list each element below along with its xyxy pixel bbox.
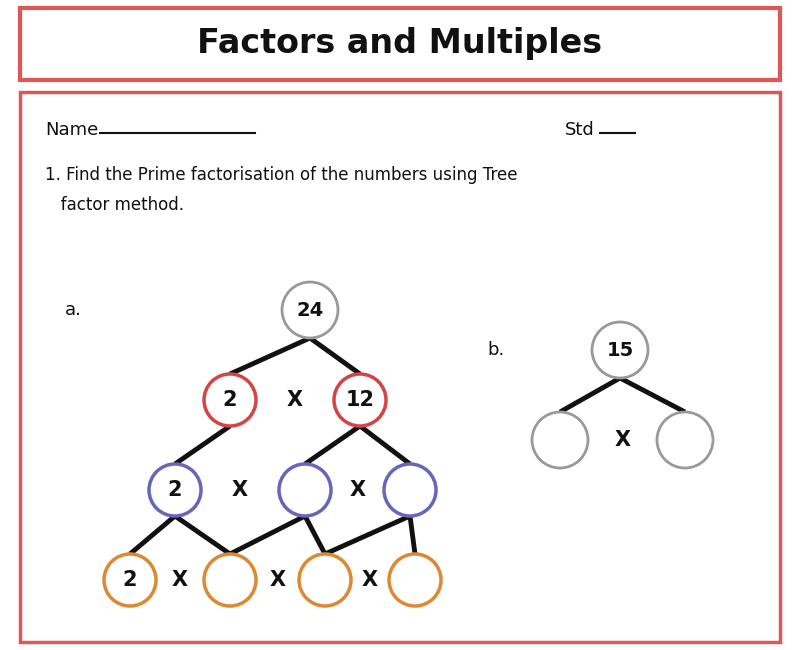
Text: 2: 2	[222, 390, 238, 410]
Text: 15: 15	[606, 341, 634, 359]
Text: X: X	[172, 570, 188, 590]
Text: b.: b.	[487, 341, 504, 359]
Circle shape	[149, 464, 201, 516]
Circle shape	[592, 322, 648, 378]
Circle shape	[104, 554, 156, 606]
Circle shape	[282, 282, 338, 338]
FancyBboxPatch shape	[20, 92, 780, 642]
Circle shape	[299, 554, 351, 606]
Circle shape	[204, 374, 256, 426]
Text: X: X	[232, 480, 248, 500]
Circle shape	[389, 554, 441, 606]
FancyBboxPatch shape	[20, 8, 780, 80]
Circle shape	[384, 464, 436, 516]
Circle shape	[279, 464, 331, 516]
Text: X: X	[270, 570, 286, 590]
Text: X: X	[362, 570, 378, 590]
Text: 24: 24	[296, 300, 324, 320]
Text: X: X	[350, 480, 366, 500]
Text: 1. Find the Prime factorisation of the numbers using Tree: 1. Find the Prime factorisation of the n…	[45, 166, 518, 184]
Circle shape	[532, 412, 588, 468]
Text: X: X	[287, 390, 303, 410]
Text: Factors and Multiples: Factors and Multiples	[198, 27, 602, 60]
Text: 12: 12	[346, 390, 374, 410]
Text: 2: 2	[168, 480, 182, 500]
Text: factor method.: factor method.	[45, 196, 184, 214]
Text: 2: 2	[122, 570, 138, 590]
Text: Name: Name	[45, 121, 98, 139]
Circle shape	[204, 554, 256, 606]
Text: a.: a.	[65, 301, 82, 319]
Text: X: X	[614, 430, 630, 450]
Text: Std: Std	[565, 121, 594, 139]
Circle shape	[334, 374, 386, 426]
Circle shape	[657, 412, 713, 468]
